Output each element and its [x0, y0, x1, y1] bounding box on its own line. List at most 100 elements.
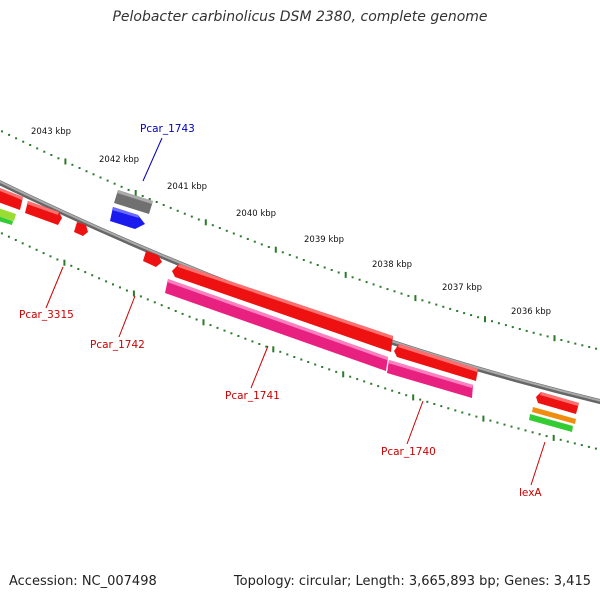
outer-tick-40 [274, 246, 277, 253]
outer-tick-66 [456, 310, 459, 312]
outer-tick-11 [71, 163, 74, 166]
outer-tick-14 [92, 173, 95, 176]
inner-tick-52 [356, 378, 359, 381]
inner-tick-54 [370, 382, 373, 385]
gene-pcar-1741-red[interactable] [172, 264, 393, 352]
inner-tick-38 [258, 343, 261, 345]
inner-tick-14 [91, 274, 94, 277]
inner-tick-84 [580, 444, 583, 447]
inner-tick-74 [510, 425, 513, 428]
outer-tick-82 [567, 340, 570, 343]
label-pcar-1742[interactable]: Pcar_1742 [90, 339, 145, 351]
gene-green[interactable] [529, 414, 573, 432]
inner-tick-4 [21, 242, 24, 245]
inner-tick-76 [524, 429, 527, 432]
inner-tick-15 [98, 277, 101, 280]
inner-tick-40 [272, 346, 275, 353]
inner-tick-21 [139, 295, 142, 298]
outer-tick-58 [400, 292, 403, 295]
outer-tick-25 [169, 206, 172, 209]
outer-tick-72 [497, 322, 500, 325]
gene-pcar-1741[interactable] [165, 279, 388, 371]
inner-tick-68 [468, 413, 471, 416]
inner-tick-79 [545, 435, 548, 438]
inner-tick-44 [300, 358, 303, 361]
axis-label-2042: 2042 kbp [99, 155, 139, 165]
leader-lexa [530, 441, 546, 486]
inner-tick-50 [342, 371, 345, 378]
outer-tick-81 [560, 339, 563, 341]
gene-left-red-1[interactable] [0, 186, 23, 210]
topology-text: Topology: circular; Length: 3,665,893 bp… [233, 574, 591, 589]
outer-tick-track [1, 130, 598, 350]
outer-tick-1 [1, 130, 3, 133]
label-pcar-1740[interactable]: Pcar_1740 [381, 446, 436, 458]
outer-tick-10 [64, 158, 67, 165]
label-pcar-1743[interactable]: Pcar_1743 [140, 123, 195, 135]
outer-tick-31 [211, 224, 214, 227]
outer-tick-60 [414, 295, 417, 302]
inner-tick-53 [363, 380, 366, 383]
outer-tick-2 [8, 133, 11, 136]
outer-tick-75 [518, 328, 521, 330]
gene-pcar-3315[interactable] [25, 201, 62, 225]
inner-tick-track [0, 232, 597, 450]
gene-small-red-1[interactable] [74, 222, 88, 236]
inner-tick-13 [84, 271, 87, 274]
axis-label-2039: 2039 kbp [304, 235, 344, 245]
inner-tick-80 [552, 434, 555, 441]
outer-tick-39 [267, 246, 270, 248]
label-lexa[interactable]: lexA [519, 487, 542, 499]
outer-tick-73 [504, 324, 507, 327]
outer-tick-78 [539, 333, 542, 336]
inner-tick-9 [56, 258, 59, 261]
inner-tick-65 [447, 407, 450, 410]
outer-tick-3 [15, 137, 18, 140]
gene-pcar-1740-red[interactable] [394, 344, 478, 381]
outer-tick-44 [302, 259, 305, 261]
inner-tick-66 [454, 409, 457, 412]
outer-tick-80 [553, 335, 556, 342]
gene-left-green[interactable] [0, 215, 13, 225]
gene-pcar-1743[interactable] [114, 190, 153, 214]
inner-tick-6 [35, 248, 38, 251]
inner-tick-73 [503, 423, 506, 426]
inner-tick-81 [559, 438, 562, 441]
inner-tick-70 [482, 415, 485, 422]
outer-tick-71 [491, 320, 493, 323]
gene-pcar-1740[interactable] [387, 360, 473, 398]
outer-tick-83 [574, 342, 577, 345]
inner-tick-46 [314, 363, 317, 366]
inner-tick-31 [209, 324, 212, 327]
label-pcar-1741[interactable]: Pcar_1741 [225, 390, 280, 402]
inner-tick-83 [573, 442, 576, 445]
inner-tick-57 [391, 389, 394, 392]
gene-orange[interactable] [532, 407, 576, 424]
outer-tick-63 [435, 303, 438, 306]
inner-tick-34 [230, 332, 233, 335]
gene-blue[interactable] [110, 207, 145, 229]
label-pcar-3315[interactable]: Pcar_3315 [19, 309, 74, 321]
outer-tick-64 [442, 305, 445, 308]
inner-tick-43 [293, 356, 296, 358]
inner-tick-2 [7, 235, 10, 238]
outer-tick-76 [525, 329, 528, 332]
outer-tick-77 [532, 331, 535, 334]
gene-left-lightgreen[interactable] [0, 207, 16, 221]
gene-pcar-1742[interactable] [143, 251, 162, 267]
outer-tick-33 [225, 229, 228, 232]
outer-tick-65 [449, 307, 452, 310]
inner-tick-12 [77, 268, 80, 270]
inner-tick-71 [489, 419, 492, 422]
inner-tick-39 [265, 345, 268, 348]
outer-tick-15 [99, 176, 102, 179]
inner-tick-64 [440, 405, 443, 408]
outer-tick-42 [288, 253, 291, 256]
gene-lexa[interactable] [536, 392, 579, 414]
inner-tick-75 [517, 427, 520, 430]
axis-label-2037: 2037 kbp [442, 283, 482, 293]
inner-tick-1 [0, 232, 3, 235]
outer-tick-38 [260, 243, 263, 246]
axis-label-2043: 2043 kbp [31, 127, 71, 137]
outer-tick-37 [253, 240, 256, 243]
